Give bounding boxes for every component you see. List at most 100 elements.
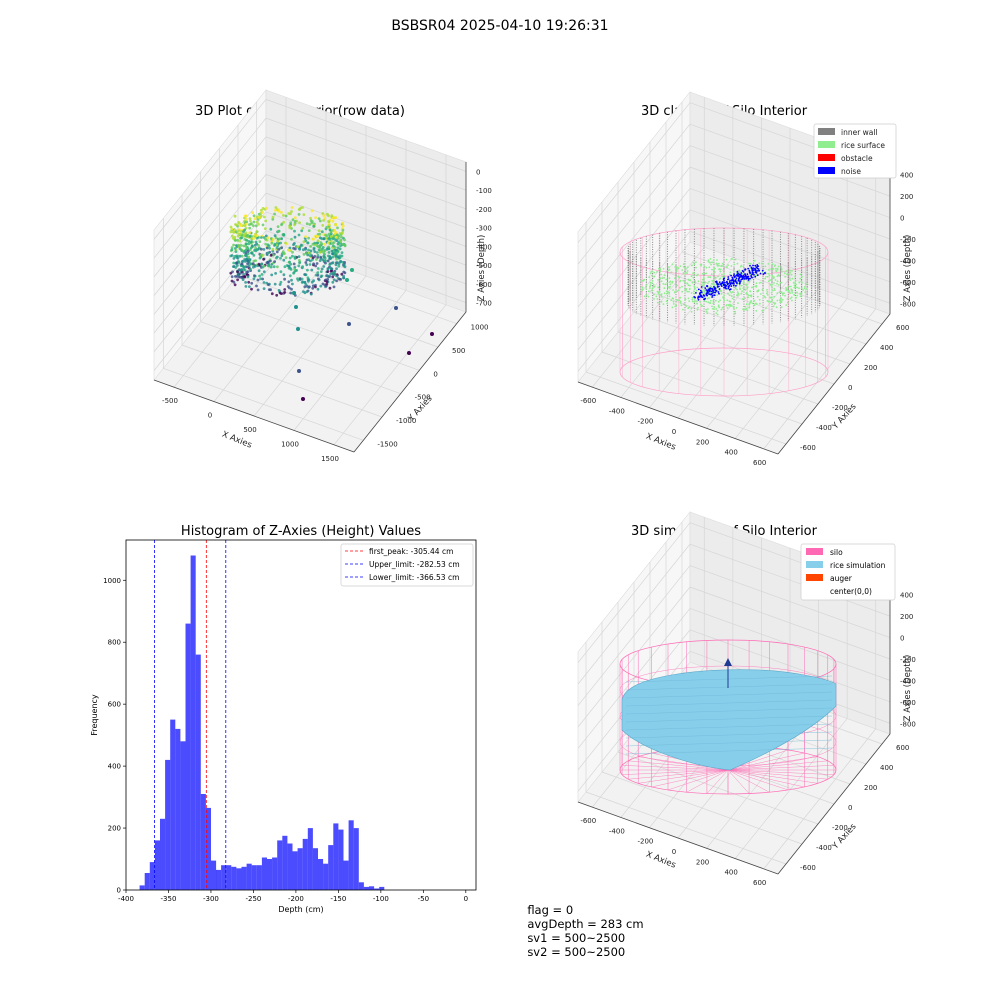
data-point	[327, 223, 331, 226]
rice-surface-point	[798, 287, 800, 290]
x-tick-label: 400	[724, 449, 737, 457]
data-point	[334, 223, 338, 227]
legend-label: obstacle	[841, 154, 873, 163]
x-tick-label: -350	[161, 895, 177, 903]
noise-point	[715, 280, 718, 283]
rice-surface-point	[650, 270, 653, 273]
noise-point	[704, 297, 706, 300]
data-point	[316, 267, 320, 270]
rice-surface-point	[699, 300, 701, 303]
rice-surface-point	[667, 269, 669, 272]
rice-surface-point	[691, 296, 694, 299]
sv1-status: sv1 = 500~2500	[527, 931, 626, 945]
data-point	[278, 283, 282, 286]
rice-surface-point	[776, 275, 779, 278]
rice-surface-point	[771, 299, 773, 302]
rice-surface-point	[766, 275, 769, 278]
rice-surface-point	[707, 276, 710, 278]
data-point	[309, 219, 313, 223]
simulation-plot: -600 -400 -200 0 200 400 600 -600 -400 -200 0 200 40…	[577, 511, 916, 887]
silo-floor-wire	[727, 769, 828, 780]
rice-surface-point	[717, 275, 719, 278]
data-point	[256, 288, 260, 292]
noise-point	[742, 270, 745, 273]
noise-point	[737, 275, 739, 278]
noise-point	[761, 269, 764, 272]
data-point	[234, 250, 238, 254]
outlier-point	[345, 278, 349, 282]
data-point	[340, 272, 344, 276]
histogram-bar	[328, 845, 334, 890]
rice-surface-point	[685, 305, 688, 307]
grid-line	[265, 174, 467, 247]
rice-surface-point	[701, 281, 703, 283]
y-tick-label: -400	[816, 844, 832, 852]
data-point	[239, 244, 243, 247]
histogram-bar	[312, 848, 318, 890]
y-tick-label: -600	[800, 864, 816, 872]
data-point	[282, 258, 286, 262]
noise-point	[718, 285, 720, 288]
data-point	[335, 233, 339, 237]
data-point	[316, 287, 320, 291]
silo-floor-wire	[727, 765, 834, 771]
y-tick-label: 200	[864, 784, 877, 792]
data-point	[335, 239, 338, 243]
data-point	[246, 270, 250, 274]
histogram-bar	[251, 865, 257, 890]
z-tick-label: -600	[900, 699, 916, 707]
rice-surface-point	[701, 287, 703, 290]
rice-surface-point	[653, 271, 656, 274]
silo-floor-wire	[638, 769, 729, 784]
histogram-bar	[369, 886, 375, 890]
data-point	[260, 208, 263, 212]
data-point	[259, 255, 263, 259]
data-point	[254, 233, 257, 236]
data-point	[324, 236, 328, 240]
data-point	[276, 225, 280, 229]
rice-surface-point	[796, 294, 798, 297]
grid-line	[689, 188, 891, 261]
data-point	[327, 220, 330, 223]
rice-surface-point	[695, 266, 697, 269]
rice-surface-point	[641, 288, 644, 291]
rice-surface-point	[773, 276, 775, 278]
data-point	[293, 235, 297, 239]
rice-surface-point	[772, 305, 775, 308]
y-axis-line	[777, 733, 891, 875]
center-marker	[724, 658, 732, 666]
outlier-point	[350, 268, 354, 272]
rice-surface-point	[730, 295, 733, 297]
data-point	[293, 242, 296, 245]
noise-point	[752, 272, 755, 274]
rice-surface-point	[662, 303, 665, 305]
data-point	[328, 255, 332, 258]
rice-surface-point	[656, 290, 659, 293]
noise-point	[732, 284, 735, 287]
rice-surface-point	[695, 300, 698, 302]
data-point	[238, 223, 242, 227]
legend-swatch	[818, 128, 835, 135]
rice-surface-point	[776, 268, 779, 271]
noise-point	[735, 277, 738, 280]
rice-surface-point	[791, 292, 794, 294]
grid-line	[577, 123, 691, 265]
surface-mesh-line	[625, 747, 833, 755]
rice-surface-point	[696, 308, 699, 311]
noise-point	[713, 287, 716, 290]
rice-surface-point	[684, 273, 686, 275]
data-point	[327, 251, 331, 254]
surface-mesh-line	[625, 675, 833, 683]
data-point	[331, 219, 335, 223]
rice-surface-point	[739, 288, 741, 291]
rice-surface-point	[734, 258, 737, 261]
grid-line	[293, 290, 407, 431]
rice-surface-point	[788, 285, 790, 288]
rice-surface-point	[691, 298, 694, 301]
data-point	[313, 241, 317, 245]
flag-status: flag = 0	[527, 903, 574, 917]
surface-mesh-line	[625, 723, 833, 731]
data-point	[319, 241, 323, 244]
noise-point	[706, 285, 709, 288]
data-point	[305, 290, 309, 294]
